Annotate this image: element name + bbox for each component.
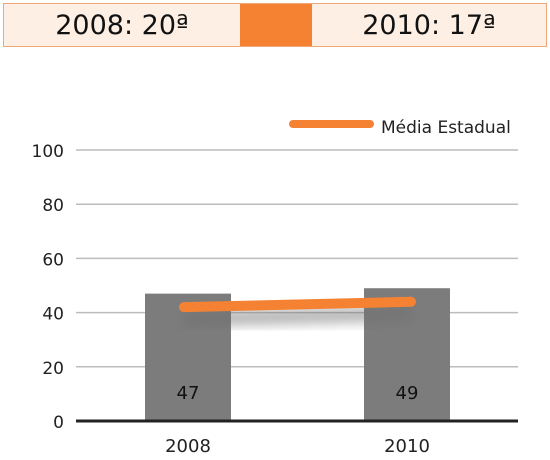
average-line-shadow bbox=[183, 306, 412, 327]
legend: Média Estadual bbox=[289, 118, 511, 138]
rank-2008-label: 2008: 20ª bbox=[55, 9, 189, 41]
ranking-header: 2008: 20ª 2010: 17ª bbox=[3, 3, 547, 47]
line-layer bbox=[179, 296, 416, 327]
x-tick-label-2008: 2008 bbox=[165, 436, 211, 457]
y-tick-label-100: 100 bbox=[32, 142, 64, 162]
rank-2008-cell: 2008: 20ª bbox=[4, 4, 240, 46]
y-tick-label-80: 80 bbox=[42, 196, 64, 216]
label-layer: 47 49 2008 2010 bbox=[165, 383, 430, 457]
y-tick-label-20: 20 bbox=[42, 359, 64, 379]
rank-2010-label: 2010: 17ª bbox=[362, 9, 496, 41]
rank-accent-block bbox=[240, 4, 312, 46]
y-tick-label-0: 0 bbox=[53, 413, 64, 433]
y-tick-label-60: 60 bbox=[42, 250, 64, 270]
average-line bbox=[179, 296, 416, 313]
bar-value-label-2008: 47 bbox=[177, 383, 200, 404]
bar-value-label-2010: 49 bbox=[396, 383, 419, 404]
rank-2010-cell: 2010: 17ª bbox=[312, 4, 546, 46]
y-tick-label-40: 40 bbox=[42, 305, 64, 325]
legend-label: Média Estadual bbox=[381, 118, 511, 138]
x-tick-label-2010: 2010 bbox=[384, 436, 430, 457]
